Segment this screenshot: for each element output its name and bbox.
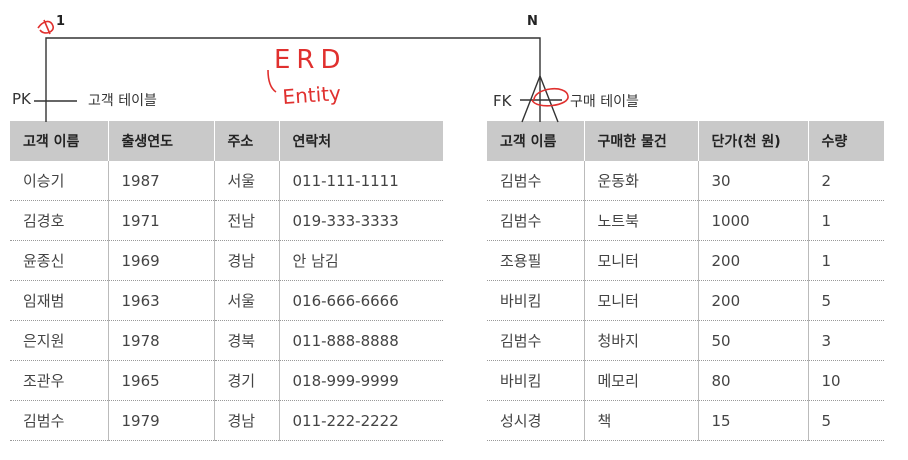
table-cell: 조용필: [487, 240, 585, 281]
column-header: 출생연도: [108, 121, 215, 161]
table-cell: 5: [808, 400, 884, 441]
table-cell: 1: [808, 240, 884, 281]
crows-foot-right: [539, 75, 559, 123]
table-cell: 011-888-8888: [279, 320, 443, 361]
table-cell: 조관우: [10, 360, 109, 401]
table-cell: 011-222-2222: [279, 400, 443, 441]
table-cell: 1979: [108, 400, 215, 441]
red-bracket-mark: [267, 69, 277, 93]
table-cell: 1971: [108, 200, 215, 241]
table-cell: 김범수: [487, 320, 585, 361]
table-row: 김범수 노트북 1000 1: [487, 200, 884, 241]
table-cell: 임재범: [10, 280, 109, 321]
red-circle-mark: [531, 88, 569, 107]
table-cell: 5: [808, 280, 884, 321]
table-cell: 200: [698, 240, 809, 281]
right-key-label: FK: [493, 92, 512, 110]
column-header: 단가(천 원): [698, 121, 809, 161]
table-cell: 80: [698, 360, 809, 401]
table-cell: 50: [698, 320, 809, 361]
table-row: 성시경 책 15 5: [487, 400, 884, 441]
table-cell: 경남: [214, 400, 280, 441]
red-scribble-mark: [37, 19, 54, 35]
table-row: 김범수 청바지 50 3: [487, 320, 884, 361]
table-cell: 바비킴: [487, 280, 585, 321]
column-header: 구매한 물건: [584, 121, 699, 161]
left-table-name: 고객 테이블: [88, 93, 157, 109]
table-cell: 메모리: [584, 360, 699, 401]
table-cell: 모니터: [584, 240, 699, 281]
table-cell: 김경호: [10, 200, 109, 241]
customer-table: 고객 이름 출생연도 주소 연락처 이승기 1987 서울 011-111-11…: [10, 121, 443, 441]
table-cell: 3: [808, 320, 884, 361]
table-cell: 1969: [108, 240, 215, 281]
table-cell: 모니터: [584, 280, 699, 321]
table-cell: 성시경: [487, 400, 585, 441]
column-header: 주소: [214, 121, 280, 161]
table-cell: 전남: [214, 200, 280, 241]
purchase-table: 고객 이름 구매한 물건 단가(천 원) 수량 김범수 운동화 30 2 김범수…: [487, 121, 884, 441]
table-row: 김범수 운동화 30 2: [487, 161, 884, 201]
table-cell: 30: [698, 161, 809, 201]
table-cell: 서울: [214, 280, 280, 321]
table-row: 은지원 1978 경북 011-888-8888: [10, 320, 443, 361]
table-cell: 은지원: [10, 320, 109, 361]
annotation-entity: Entity: [282, 81, 342, 109]
table-cell: 10: [808, 360, 884, 401]
column-header: 연락처: [279, 121, 443, 161]
table-cell: 이승기: [10, 161, 109, 201]
table-cell: 노트북: [584, 200, 699, 241]
purchase-header-row: 고객 이름 구매한 물건 단가(천 원) 수량: [487, 121, 884, 161]
annotation-erd: ERD: [274, 45, 347, 75]
table-cell: 1963: [108, 280, 215, 321]
table-row: 김범수 1979 경남 011-222-2222: [10, 400, 443, 441]
table-cell: 1000: [698, 200, 809, 241]
table-cell: 1: [808, 200, 884, 241]
table-cell: 1987: [108, 161, 215, 201]
table-row: 바비킴 모니터 200 5: [487, 280, 884, 321]
table-cell: 경기: [214, 360, 280, 401]
cardinality-one-label: 1: [56, 14, 66, 29]
table-row: 조관우 1965 경기 018-999-9999: [10, 360, 443, 401]
table-cell: 서울: [214, 161, 280, 201]
left-key-label: PK: [12, 90, 31, 108]
table-cell: 018-999-9999: [279, 360, 443, 401]
table-row: 조용필 모니터 200 1: [487, 240, 884, 281]
table-row: 이승기 1987 서울 011-111-1111: [10, 161, 443, 201]
customer-header-row: 고객 이름 출생연도 주소 연락처: [10, 121, 443, 161]
table-row: 윤종신 1969 경남 안 남김: [10, 240, 443, 281]
cardinality-many-label: N: [527, 14, 538, 29]
table-cell: 윤종신: [10, 240, 109, 281]
table-cell: 1978: [108, 320, 215, 361]
table-cell: 2: [808, 161, 884, 201]
table-row: 임재범 1963 서울 016-666-6666: [10, 280, 443, 321]
table-cell: 청바지: [584, 320, 699, 361]
right-table-name: 구매 테이블: [570, 94, 639, 110]
table-row: 바비킴 메모리 80 10: [487, 360, 884, 401]
column-header: 고객 이름: [487, 121, 585, 161]
table-cell: 김범수: [487, 200, 585, 241]
table-cell: 경남: [214, 240, 280, 281]
table-cell: 바비킴: [487, 360, 585, 401]
table-cell: 1965: [108, 360, 215, 401]
table-cell: 011-111-1111: [279, 161, 443, 201]
table-cell: 200: [698, 280, 809, 321]
table-cell: 안 남김: [279, 240, 443, 281]
crows-foot-left: [521, 75, 541, 123]
column-header: 수량: [808, 121, 884, 161]
table-cell: 책: [584, 400, 699, 441]
table-cell: 경북: [214, 320, 280, 361]
table-cell: 15: [698, 400, 809, 441]
table-cell: 016-666-6666: [279, 280, 443, 321]
column-header: 고객 이름: [10, 121, 109, 161]
table-cell: 김범수: [487, 161, 585, 201]
table-cell: 김범수: [10, 400, 109, 441]
table-row: 김경호 1971 전남 019-333-3333: [10, 200, 443, 241]
table-cell: 019-333-3333: [279, 200, 443, 241]
table-cell: 운동화: [584, 161, 699, 201]
